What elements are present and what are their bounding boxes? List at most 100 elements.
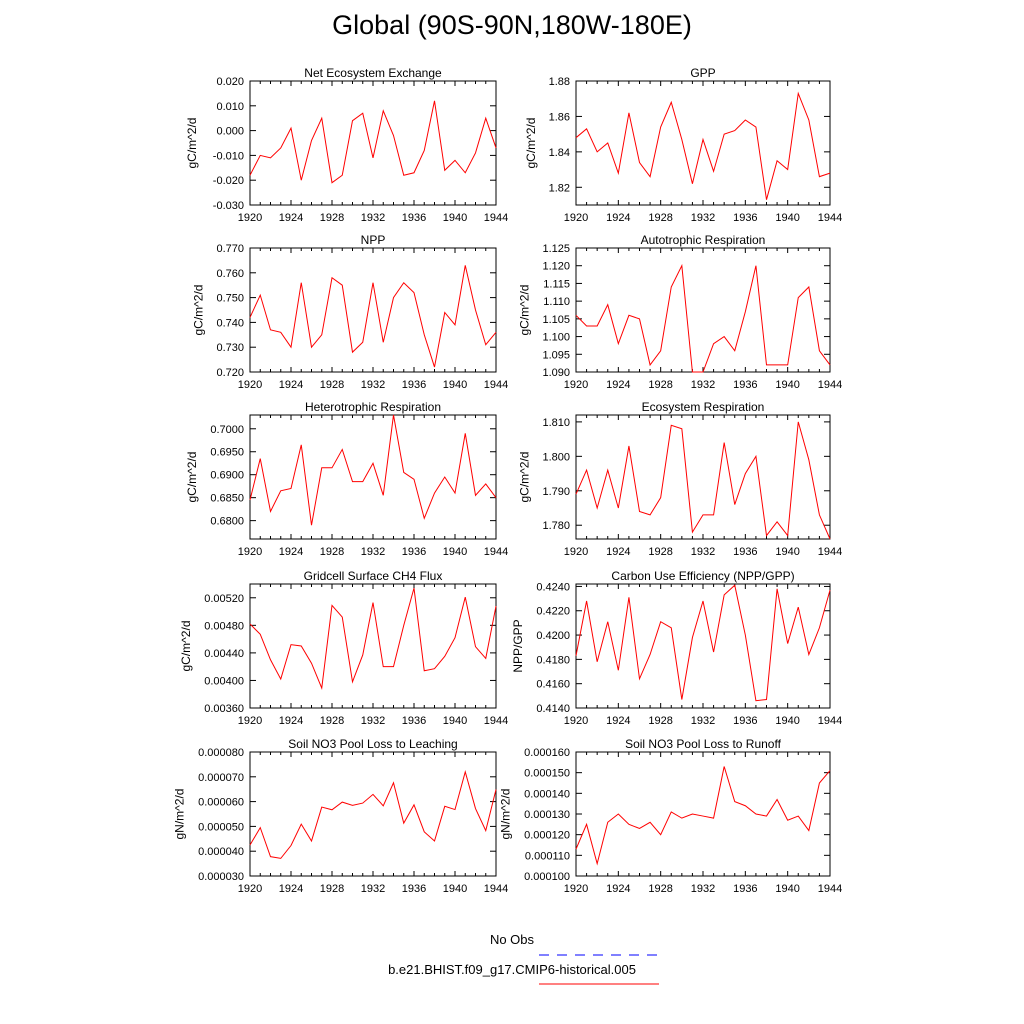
y-tick-label: 1.88 xyxy=(549,76,570,88)
y-tick-label: 0.6850 xyxy=(210,493,244,505)
x-tick-label: 1924 xyxy=(279,883,303,895)
x-tick-label: 1944 xyxy=(818,715,842,727)
y-tick-label: 0.000110 xyxy=(525,850,570,862)
x-tick-label: 1920 xyxy=(564,212,588,224)
x-tick-label: 1924 xyxy=(279,212,303,224)
plot-frame xyxy=(575,414,831,540)
y-tick-label: 1.105 xyxy=(542,314,570,326)
x-tick-label: 1924 xyxy=(606,379,630,391)
chart-title: Autotrophic Respiration xyxy=(641,233,766,247)
x-tick-label: 1928 xyxy=(648,212,672,224)
y-axis-label: gC/m^2/d xyxy=(185,452,199,503)
x-tick-label: 1924 xyxy=(606,715,630,727)
y-axis-label: gN/m^2/d xyxy=(499,789,513,840)
page-title: Global (90S-90N,180W-180E) xyxy=(332,10,692,40)
y-tick-label: 0.00440 xyxy=(204,648,244,660)
x-tick-label: 1924 xyxy=(606,883,630,895)
series-line xyxy=(575,584,831,702)
y-axis-label: NPP/GPP xyxy=(511,619,525,672)
chart-title: Soil NO3 Pool Loss to Leaching xyxy=(288,737,457,751)
plot-frame xyxy=(249,414,497,540)
x-tick-label: 1924 xyxy=(279,379,303,391)
x-tick-label: 1928 xyxy=(648,379,672,391)
x-tick-label: 1932 xyxy=(361,883,385,895)
x-tick-label: 1924 xyxy=(606,546,630,558)
y-tick-label: 0.000060 xyxy=(198,797,244,809)
x-tick-label: 1940 xyxy=(443,379,467,391)
x-tick-label: 1920 xyxy=(238,212,262,224)
x-tick-label: 1932 xyxy=(361,715,385,727)
x-tick-label: 1936 xyxy=(733,715,757,727)
chart-title: Gridcell Surface CH4 Flux xyxy=(304,569,443,583)
y-tick-label: -0.020 xyxy=(213,175,244,187)
x-tick-label: 1936 xyxy=(733,212,757,224)
x-tick-label: 1920 xyxy=(238,883,262,895)
x-tick-label: 1920 xyxy=(238,715,262,727)
y-tick-label: 0.000140 xyxy=(524,788,570,800)
x-tick-label: 1928 xyxy=(648,546,672,558)
chart-title: Ecosystem Respiration xyxy=(642,400,765,414)
chart-panel-6: Gridcell Surface CH4 Flux 1920 1924 1928 193… xyxy=(179,569,508,727)
y-tick-label: 1.100 xyxy=(542,332,570,344)
x-tick-label: 1932 xyxy=(691,379,715,391)
y-tick-label: 1.84 xyxy=(549,147,570,159)
x-tick-label: 1932 xyxy=(691,212,715,224)
y-axis-label: gN/m^2/d xyxy=(173,789,187,840)
x-tick-label: 1936 xyxy=(733,883,757,895)
chart-panel-3: Autotrophic Respiration 1920 1924 1928 1932 1… xyxy=(518,233,843,391)
plot-frame xyxy=(575,247,831,373)
y-tick-label: -0.030 xyxy=(213,200,244,212)
x-tick-label: 1920 xyxy=(564,546,588,558)
x-tick-label: 1936 xyxy=(402,715,426,727)
x-tick-label: 1928 xyxy=(320,883,344,895)
x-tick-label: 1928 xyxy=(648,715,672,727)
y-tick-label: 0.6800 xyxy=(210,516,244,528)
chart-title: Carbon Use Efficiency (NPP/GPP) xyxy=(611,569,794,583)
x-tick-label: 1936 xyxy=(733,546,757,558)
y-tick-label: 0.7000 xyxy=(210,424,244,436)
y-axis-label: gC/m^2/d xyxy=(518,285,532,336)
x-tick-label: 1920 xyxy=(238,546,262,558)
y-tick-label: 0.000120 xyxy=(524,830,570,842)
y-tick-label: 0.000080 xyxy=(198,747,244,759)
y-tick-label: 0.6900 xyxy=(210,470,244,482)
x-tick-label: 1944 xyxy=(484,546,508,558)
y-tick-label: 0.020 xyxy=(216,76,244,88)
y-tick-label: 0.000160 xyxy=(524,747,570,759)
y-tick-label: 0.6950 xyxy=(210,447,244,459)
x-tick-label: 1936 xyxy=(402,883,426,895)
y-tick-label: 1.125 xyxy=(542,243,570,255)
x-tick-label: 1940 xyxy=(775,212,799,224)
chart-panel-9: Soil NO3 Pool Loss to Runoff 1920 1924 1928… xyxy=(499,737,843,895)
legend-label-obs: No Obs xyxy=(489,932,535,947)
x-tick-label: 1924 xyxy=(279,546,303,558)
y-tick-label: 0.770 xyxy=(216,243,244,255)
y-tick-label: -0.010 xyxy=(213,150,244,162)
y-tick-label: 0.000 xyxy=(216,126,244,138)
y-axis-label: gC/m^2/d xyxy=(524,118,538,169)
x-tick-label: 1924 xyxy=(606,212,630,224)
series-line xyxy=(575,263,831,373)
x-tick-label: 1932 xyxy=(691,546,715,558)
x-tick-label: 1932 xyxy=(361,212,385,224)
x-tick-label: 1932 xyxy=(361,379,385,391)
x-tick-label: 1932 xyxy=(691,715,715,727)
y-tick-label: 1.110 xyxy=(543,296,570,308)
x-tick-label: 1940 xyxy=(443,883,467,895)
y-tick-label: 1.86 xyxy=(549,111,570,123)
chart-title: Net Ecosystem Exchange xyxy=(304,66,442,80)
plot-frame xyxy=(575,80,831,206)
y-tick-label: 1.82 xyxy=(549,182,570,194)
series-line xyxy=(249,414,497,526)
chart-panel-5: Ecosystem Respiration 1920 1924 1928 1932 193… xyxy=(518,400,843,558)
x-tick-label: 1944 xyxy=(818,379,842,391)
x-tick-label: 1936 xyxy=(402,546,426,558)
plot-frame xyxy=(249,751,497,877)
plot-frame xyxy=(249,80,497,206)
x-tick-label: 1944 xyxy=(484,379,508,391)
y-tick-label: 1.115 xyxy=(543,278,570,290)
y-axis-label: gC/m^2/d xyxy=(192,285,206,336)
x-tick-label: 1928 xyxy=(648,883,672,895)
y-tick-label: 0.4240 xyxy=(536,581,570,593)
y-tick-label: 1.810 xyxy=(542,417,570,429)
